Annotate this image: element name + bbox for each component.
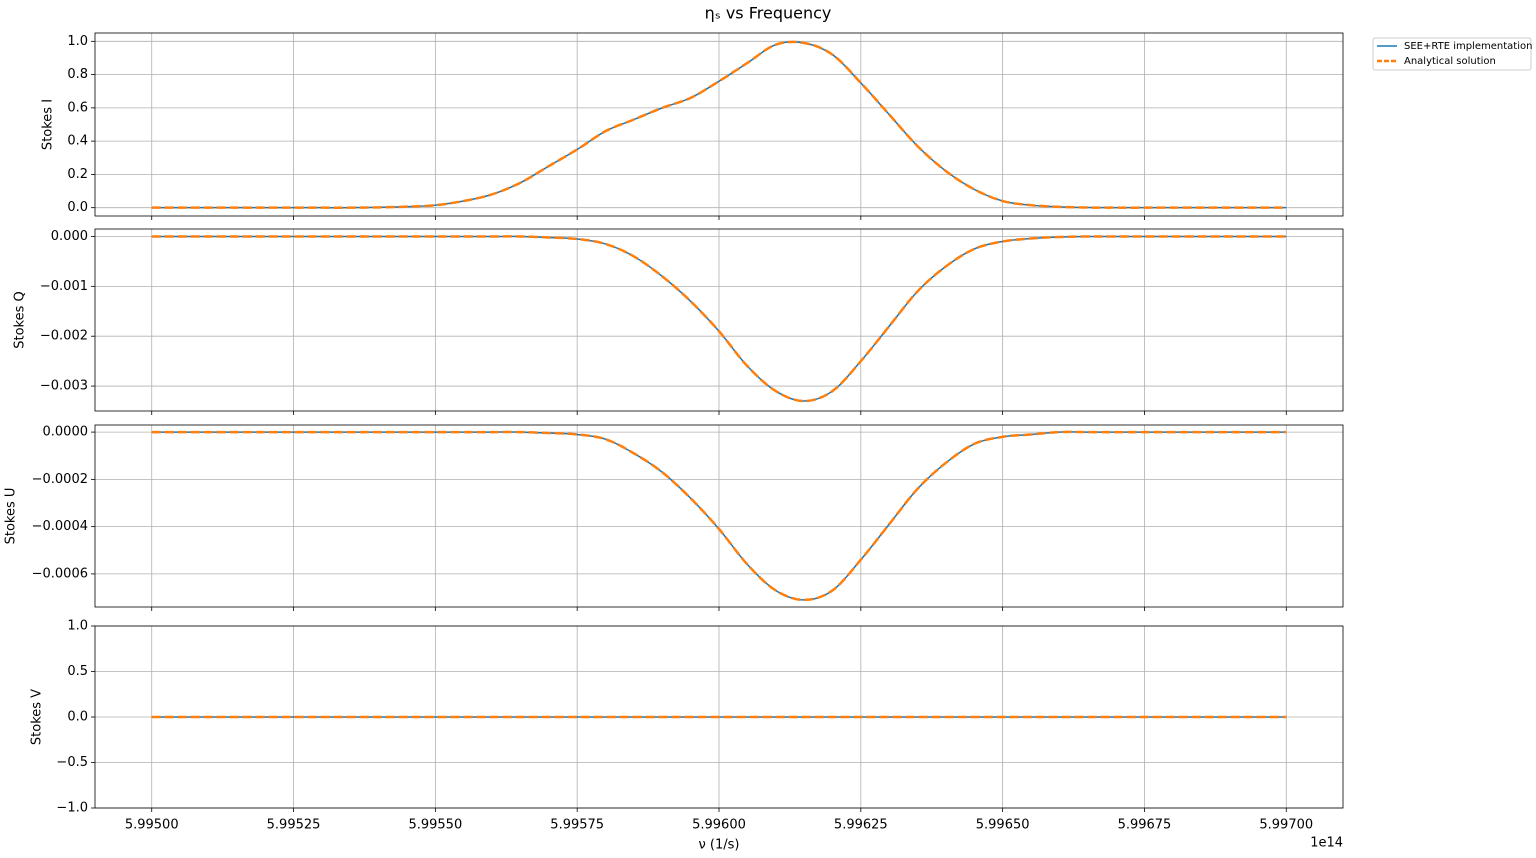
- y-tick-label: 0.000: [51, 229, 88, 244]
- y-tick-label: 0.2: [67, 167, 88, 182]
- y-tick-label: 0.0: [67, 200, 88, 215]
- series-line: [151, 430, 1287, 602]
- axes-frame: [94, 228, 1344, 412]
- x-tick-label: 5.99550: [408, 818, 462, 833]
- axes-frame: [94, 32, 1344, 217]
- legend-label: Analytical solution: [1404, 56, 1496, 67]
- y-tick-label: 0.0: [67, 710, 88, 725]
- axes-frame: [94, 625, 1344, 809]
- y-tick-label: 1.0: [67, 619, 88, 634]
- y-tick-label: 0.4: [67, 134, 88, 149]
- y-tick-label: 0.0000: [43, 425, 89, 440]
- x-tick-label: 5.99625: [834, 818, 888, 833]
- y-tick-label: −0.0004: [32, 519, 88, 534]
- y-axis-label: Stokes I: [41, 99, 56, 150]
- x-tick-label: 5.99500: [125, 818, 179, 833]
- x-tick-label: 5.99700: [1259, 818, 1313, 833]
- series-line: [151, 40, 1287, 209]
- legend-box: [1372, 37, 1532, 71]
- x-tick-label: 5.99575: [550, 818, 604, 833]
- axes-frame: [94, 424, 1344, 608]
- y-tick-label: −1.0: [56, 801, 88, 816]
- y-tick-label: 0.8: [67, 67, 88, 82]
- legend-label: SEE+RTE implementation: [1404, 41, 1532, 52]
- x-tick-label: 5.99525: [267, 818, 321, 833]
- y-tick-label: 0.6: [67, 100, 88, 115]
- x-offset-text: 1e14: [1310, 836, 1343, 851]
- x-axis-label: ν (1/s): [699, 838, 740, 853]
- x-tick-label: 5.99675: [1118, 818, 1172, 833]
- y-tick-label: −0.5: [56, 755, 88, 770]
- y-tick-label: 1.0: [67, 34, 88, 49]
- chart-title: ηₛ vs Frequency: [705, 4, 832, 23]
- x-tick-label: 5.99600: [692, 818, 746, 833]
- y-tick-label: −0.001: [40, 279, 88, 294]
- y-tick-label: −0.0006: [32, 566, 88, 581]
- y-axis-label: Stokes U: [4, 488, 19, 545]
- x-tick-label: 5.99650: [976, 818, 1030, 833]
- y-axis-label: Stokes V: [30, 689, 45, 745]
- y-axis-label: Stokes Q: [13, 291, 28, 349]
- y-tick-label: −0.003: [40, 379, 88, 394]
- y-tick-label: 0.5: [67, 664, 88, 679]
- y-tick-label: −0.0002: [32, 472, 88, 487]
- y-tick-label: −0.002: [40, 329, 88, 344]
- series-line: [151, 235, 1287, 403]
